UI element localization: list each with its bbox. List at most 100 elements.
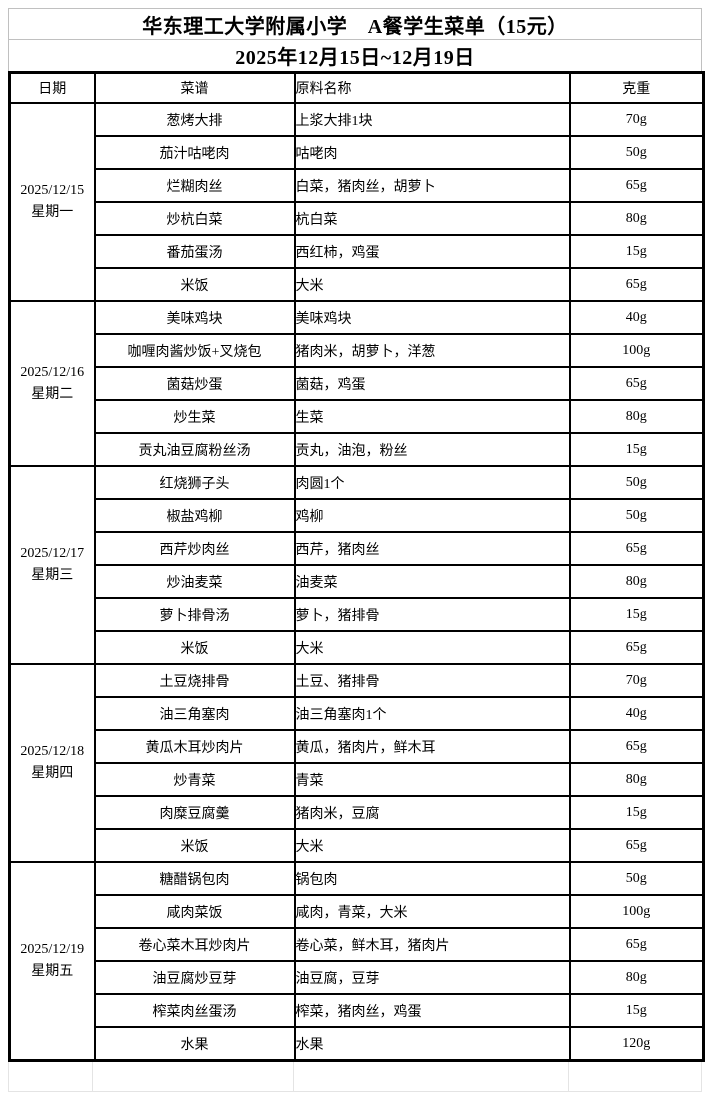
- weight-cell: 15g: [568, 234, 705, 269]
- dish-cell: 椒盐鸡柳: [93, 498, 296, 533]
- table-row: 番茄蛋汤 西红柿，鸡蛋 15g: [10, 234, 705, 269]
- column-header-weight: 克重: [568, 71, 705, 104]
- dish-cell: 炒青菜: [93, 762, 296, 797]
- ingredients-cell: 贡丸，油泡，粉丝: [293, 432, 571, 467]
- table-row: 咸肉菜饭 咸肉，青菜，大米 100g: [10, 894, 705, 929]
- weekday-text: 星期三: [31, 568, 74, 583]
- dish-cell: 茄汁咕咾肉: [93, 135, 296, 170]
- dish-cell: 米饭: [93, 267, 296, 302]
- dish-cell: 油三角塞肉: [93, 696, 296, 731]
- ingredients-cell: 咸肉，青菜，大米: [293, 894, 571, 929]
- weight-cell: 15g: [568, 597, 705, 632]
- date-cell: 2025/12/19 星期五: [8, 861, 96, 1062]
- table-row: 炒油麦菜 油麦菜 80g: [10, 564, 705, 599]
- menu-table: 日期 菜谱 原料名称 克重 2025/12/15 星期一 葱烤大排 上浆大排1块…: [8, 71, 705, 1062]
- weight-cell: 40g: [568, 300, 705, 335]
- date-cell: 2025/12/16 星期二: [8, 300, 96, 467]
- table-row: 炒杭白菜 杭白菜 80g: [10, 201, 705, 236]
- page-title: 华东理工大学附属小学 A餐学生菜单（15元）: [9, 9, 701, 40]
- ingredients-cell: 生菜: [293, 399, 571, 434]
- table-row: 萝卜排骨汤 萝卜，猪排骨 15g: [10, 597, 705, 632]
- empty-cell: [9, 1062, 93, 1091]
- weight-cell: 15g: [568, 795, 705, 830]
- date-text: 2025/12/19: [20, 942, 85, 957]
- weekday-text: 星期五: [31, 964, 74, 979]
- table-row: 茄汁咕咾肉 咕咾肉 50g: [10, 135, 705, 170]
- table-row: 贡丸油豆腐粉丝汤 贡丸，油泡，粉丝 15g: [10, 432, 705, 467]
- table-row: 2025/12/15 星期一 葱烤大排 上浆大排1块 70g: [8, 102, 705, 302]
- table-row: 炒青菜 青菜 80g: [10, 762, 705, 797]
- table-row: 2025/12/17 星期三 红烧狮子头 肉圆1个 50g: [8, 465, 705, 665]
- column-header-ingredients: 原料名称: [293, 71, 571, 104]
- dish-cell: 美味鸡块: [93, 300, 296, 335]
- empty-cell: [93, 1062, 294, 1091]
- weight-cell: 15g: [568, 432, 705, 467]
- ingredients-cell: 大米: [293, 630, 571, 665]
- weight-cell: 100g: [568, 894, 705, 929]
- weight-cell: 65g: [568, 630, 705, 665]
- table-row: 2025/12/18 星期四 土豆烧排骨 土豆、猪排骨 70g: [8, 663, 705, 863]
- dish-cell: 烂糊肉丝: [93, 168, 296, 203]
- weight-cell: 65g: [568, 168, 705, 203]
- table-row: 烂糊肉丝 白菜，猪肉丝，胡萝卜 65g: [10, 168, 705, 203]
- weight-cell: 65g: [568, 531, 705, 566]
- ingredients-cell: 大米: [293, 267, 571, 302]
- weight-cell: 50g: [568, 498, 705, 533]
- weight-cell: 80g: [568, 399, 705, 434]
- ingredients-cell: 大米: [293, 828, 571, 863]
- date-text: 2025/12/16: [20, 364, 85, 380]
- ingredients-cell: 油豆腐，豆芽: [293, 960, 571, 995]
- ingredients-cell: 猪肉米，胡萝卜，洋葱: [293, 333, 571, 368]
- dish-cell: 炒油麦菜: [93, 564, 296, 599]
- empty-cell: [569, 1062, 702, 1091]
- weekday-text: 星期二: [31, 386, 74, 402]
- weight-cell: 65g: [568, 366, 705, 401]
- dish-cell: 番茄蛋汤: [93, 234, 296, 269]
- table-row: 西芹炒肉丝 西芹，猪肉丝 65g: [10, 531, 705, 566]
- date-cell: 2025/12/17 星期三: [8, 465, 96, 665]
- table-row: 炒生菜 生菜 80g: [10, 399, 705, 434]
- weight-cell: 50g: [568, 861, 705, 896]
- dish-cell: 炒生菜: [93, 399, 296, 434]
- ingredients-cell: 猪肉米，豆腐: [293, 795, 571, 830]
- table-row: 油三角塞肉 油三角塞肉1个 40g: [10, 696, 705, 731]
- table-row: 卷心菜木耳炒肉片 卷心菜，鲜木耳，猪肉片 65g: [10, 927, 705, 962]
- dish-cell: 肉糜豆腐羹: [93, 795, 296, 830]
- weekday-text: 星期一: [31, 205, 74, 220]
- dish-cell: 炒杭白菜: [93, 201, 296, 236]
- ingredients-cell: 咕咾肉: [293, 135, 571, 170]
- dish-cell: 米饭: [93, 630, 296, 665]
- dish-cell: 油豆腐炒豆芽: [93, 960, 296, 995]
- dish-cell: 卷心菜木耳炒肉片: [93, 927, 296, 962]
- title-block: 华东理工大学附属小学 A餐学生菜单（15元） 2025年12月15日~12月19…: [8, 8, 702, 71]
- dish-cell: 菌菇炒蛋: [93, 366, 296, 401]
- ingredients-cell: 肉圆1个: [293, 465, 571, 500]
- ingredients-cell: 黄瓜，猪肉片，鲜木耳: [293, 729, 571, 764]
- ingredients-cell: 萝卜，猪排骨: [293, 597, 571, 632]
- weight-cell: 50g: [568, 135, 705, 170]
- dish-cell: 萝卜排骨汤: [93, 597, 296, 632]
- weight-cell: 65g: [568, 267, 705, 302]
- table-row: 黄瓜木耳炒肉片 黄瓜，猪肉片，鲜木耳 65g: [10, 729, 705, 764]
- dish-cell: 米饭: [93, 828, 296, 863]
- date-text: 2025/12/17: [20, 546, 85, 561]
- table-row: 2025/12/16 星期二 美味鸡块 美味鸡块 40g: [8, 300, 705, 467]
- ingredients-cell: 西芹，猪肉丝: [293, 531, 571, 566]
- dish-cell: 黄瓜木耳炒肉片: [93, 729, 296, 764]
- weight-cell: 65g: [568, 927, 705, 962]
- weight-cell: 80g: [568, 564, 705, 599]
- weight-cell: 80g: [568, 762, 705, 797]
- dish-cell: 葱烤大排: [93, 102, 296, 137]
- weekday-text: 星期四: [31, 766, 74, 781]
- date-cell: 2025/12/18 星期四: [8, 663, 96, 863]
- table-row: 米饭 大米 65g: [10, 630, 705, 665]
- ingredients-cell: 西红柿，鸡蛋: [293, 234, 571, 269]
- weight-cell: 80g: [568, 201, 705, 236]
- dish-cell: 榨菜肉丝蛋汤: [93, 993, 296, 1028]
- weight-cell: 40g: [568, 696, 705, 731]
- table-row: 榨菜肉丝蛋汤 榨菜，猪肉丝，鸡蛋 15g: [10, 993, 705, 1028]
- ingredients-cell: 油三角塞肉1个: [293, 696, 571, 731]
- dish-cell: 水果: [93, 1026, 296, 1062]
- date-range: 2025年12月15日~12月19日: [235, 47, 475, 69]
